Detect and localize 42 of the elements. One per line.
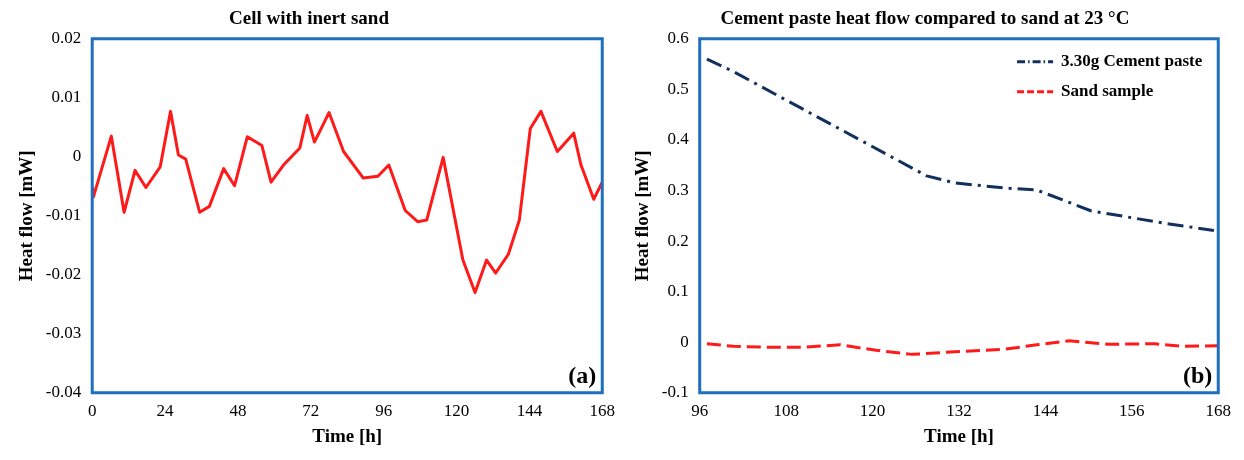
y-tick-label: 0.01 (51, 87, 82, 107)
y-tick-label: -0.04 (45, 382, 82, 402)
y-tick-label: 0.6 (667, 28, 689, 48)
x-tick-label: 96 (691, 401, 709, 421)
chart-title: Cell with inert sand (229, 7, 390, 29)
y-tick-label: -0.02 (45, 264, 82, 284)
y-tick-label: -0.03 (45, 323, 82, 343)
annotation: (b) (1182, 362, 1213, 388)
legend-label: Sand sample (1061, 81, 1154, 101)
line-series (705, 339, 1219, 356)
y-tick-label: 0.5 (667, 78, 689, 98)
x-tick-label: 48 (229, 401, 247, 421)
x-tick-label: 168 (1205, 401, 1231, 421)
y-tick-label: 0.2 (667, 230, 689, 250)
annotation: (a) (568, 362, 597, 388)
legend-label: 3.30g Cement paste (1061, 51, 1203, 71)
x-tick-label: 120 (859, 401, 886, 421)
y-axis-title: Heat flow [mW] (631, 150, 653, 282)
x-tick-label: 168 (589, 401, 615, 421)
x-tick-label: 96 (375, 401, 393, 421)
x-tick-label: 0 (87, 401, 97, 421)
y-tick-label: 0.1 (667, 281, 689, 301)
y-tick-label: 0.02 (51, 28, 82, 48)
y-axis-title: Heat flow [mW] (15, 150, 37, 282)
x-tick-label: 144 (516, 401, 543, 421)
x-axis-title: Time [h] (924, 424, 994, 446)
chart-title: Cement paste heat flow compared to sand at 23 °C (720, 7, 1130, 29)
y-tick-label: -0.01 (45, 205, 82, 225)
y-tick-label: -0.1 (661, 382, 689, 402)
x-axis-title: Time [h] (312, 424, 383, 446)
x-tick-label: 120 (443, 401, 470, 421)
line-series (705, 57, 1216, 232)
y-tick-label: 0.4 (667, 129, 690, 149)
y-tick-label: 0.3 (667, 179, 689, 199)
x-tick-label: 132 (946, 401, 972, 421)
y-tick-label: 0 (72, 146, 82, 166)
x-tick-label: 108 (773, 401, 799, 421)
x-tick-label: 24 (156, 401, 175, 421)
x-tick-label: 72 (302, 401, 320, 421)
x-tick-label: 144 (1032, 401, 1059, 421)
x-tick-label: 156 (1119, 401, 1145, 421)
y-tick-label: 0 (680, 331, 689, 351)
